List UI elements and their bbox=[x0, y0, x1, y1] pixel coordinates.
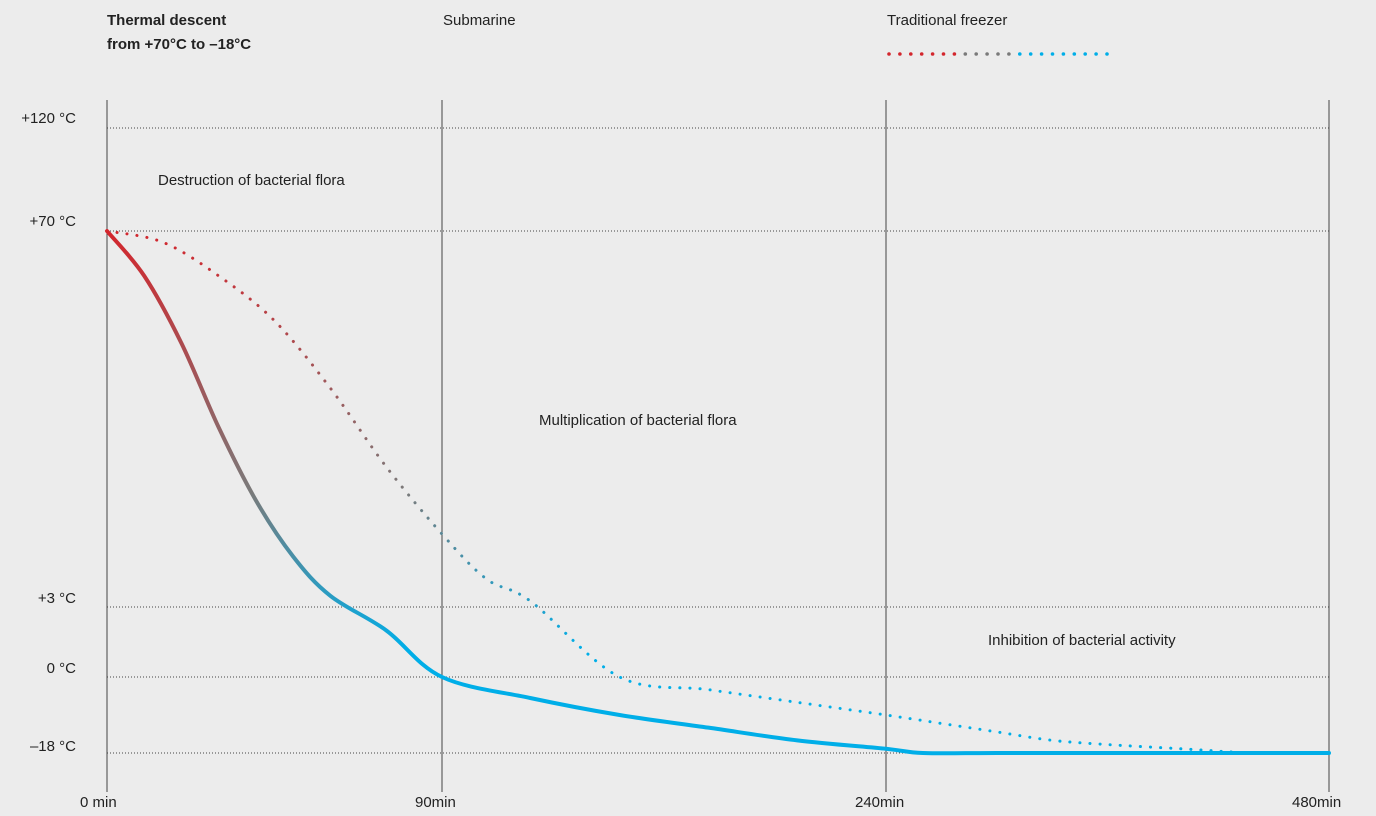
legend-dot bbox=[1050, 52, 1055, 56]
legend-dot bbox=[985, 52, 989, 56]
vertical-gridlines bbox=[106, 100, 1330, 792]
legend-dot bbox=[1018, 52, 1022, 56]
horizontal-gridlines bbox=[107, 127, 1329, 754]
legend-dot bbox=[952, 52, 957, 56]
x-tick-label: 480min bbox=[1292, 794, 1342, 811]
legend-freezer-swatch bbox=[887, 52, 1109, 56]
zone-label-multiplication: Multiplication of bacterial flora bbox=[539, 412, 737, 429]
series-submarine bbox=[105, 229, 1331, 756]
y-tick-label: –18 °C bbox=[29, 738, 76, 755]
legend-dot bbox=[1061, 52, 1066, 56]
legend-dot bbox=[898, 52, 902, 56]
y-tick-label: +120 °C bbox=[21, 110, 76, 127]
y-tick-label: +3 °C bbox=[37, 590, 76, 607]
legend-dot bbox=[941, 52, 946, 56]
legend-dot bbox=[909, 52, 913, 56]
legend-freezer-label: Traditional freezer bbox=[887, 12, 1008, 29]
legend-dot bbox=[1105, 52, 1109, 56]
chart-title-line2: from +70°C to –18°C bbox=[107, 36, 252, 53]
zone-label-inhibition: Inhibition of bacterial activity bbox=[988, 632, 1176, 649]
chart-title-line1: Thermal descent bbox=[107, 12, 227, 29]
legend-submarine-label: Submarine bbox=[443, 12, 516, 29]
legend-dot bbox=[1007, 52, 1011, 56]
y-tick-label: 0 °C bbox=[46, 660, 76, 677]
zone-label-destruction: Destruction of bacterial flora bbox=[158, 172, 345, 189]
legend-dot bbox=[919, 52, 924, 56]
legend-dot bbox=[1028, 52, 1033, 56]
x-tick-label: 0 min bbox=[80, 794, 117, 811]
legend-dot bbox=[963, 52, 968, 56]
legend-dot bbox=[1072, 52, 1077, 56]
legend-dot bbox=[974, 52, 978, 56]
legend-dot bbox=[930, 52, 935, 56]
legend-dot bbox=[1094, 52, 1098, 56]
legend-dot bbox=[996, 52, 1000, 56]
x-tick-label: 90min bbox=[415, 794, 456, 811]
x-tick-label: 240min bbox=[855, 794, 905, 811]
series-traditional-freezer bbox=[105, 229, 1331, 755]
legend-dot bbox=[1039, 52, 1044, 56]
y-tick-label: +70 °C bbox=[29, 213, 76, 230]
legend-dot bbox=[887, 52, 891, 56]
legend-dot bbox=[1083, 52, 1087, 56]
